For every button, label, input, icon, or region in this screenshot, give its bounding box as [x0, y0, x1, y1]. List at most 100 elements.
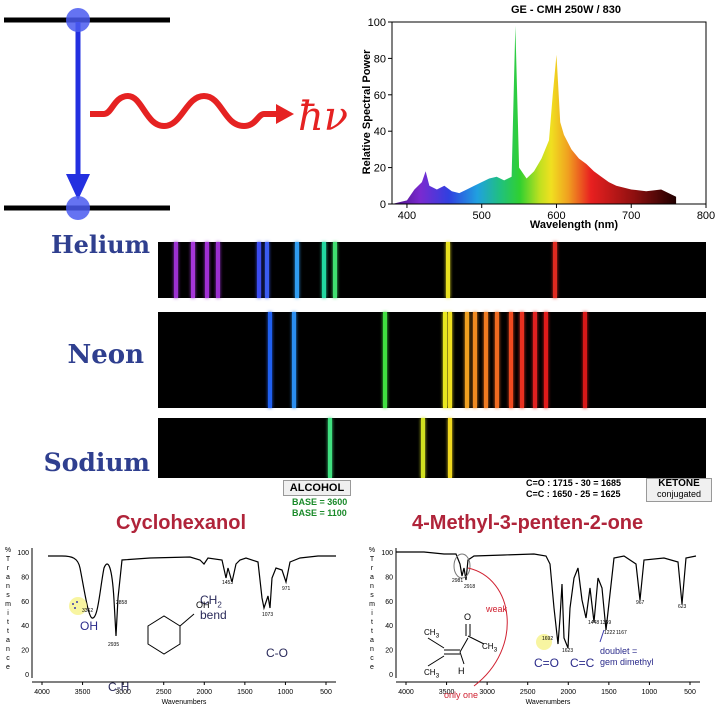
upper-electron: [66, 8, 90, 32]
ir-chart: 100 80 60 40 20 0 4000 3500 3000 2500 2000 1500 1000…: [5, 547, 336, 706]
plot-area: [392, 25, 677, 204]
mesityl-oxide-structure: [427, 624, 485, 667]
y-tick-label: 0: [380, 199, 386, 211]
ch-label: C-H: [108, 680, 130, 694]
y-axis-letter: m: [5, 601, 11, 608]
ir-panel-mesityl-oxide: C=O : 1715 - 30 = 1685 C=C : 1650 - 25 =…: [364, 478, 720, 720]
x-axis-label: Wavenumbers: [526, 699, 571, 706]
y-axis-letter: e: [370, 664, 374, 671]
oh-label: OH: [80, 619, 98, 633]
x-axis-label: Wavelength (nm): [530, 219, 619, 231]
y-axis-letter: r: [371, 565, 374, 572]
y-tick-label: 40: [21, 623, 29, 630]
molecule-ch3-a: CH3: [424, 628, 440, 640]
neon-emission-line: [533, 312, 538, 408]
calc-line-2: C=C : 1650 - 25 = 1625: [526, 489, 621, 499]
x-tick-label: 1000: [642, 689, 658, 696]
energy-level-diagram: ħν: [4, 8, 348, 220]
x-tick-label: 1500: [237, 689, 253, 696]
photon-energy-label: ħν: [298, 94, 348, 140]
only-one-label: only one: [444, 690, 479, 700]
x-tick-label: 600: [547, 210, 565, 222]
y-axis-letter: a: [6, 637, 10, 644]
helium-emission-line: [204, 242, 209, 298]
peak-label: 1448: [588, 620, 599, 626]
x-tick-label: 3000: [115, 689, 131, 696]
x-tick-label: 500: [473, 210, 491, 222]
neon-emission-line: [267, 312, 272, 408]
neon-emission-line: [464, 312, 469, 408]
helium-emission-line: [333, 242, 338, 298]
bend-label: bend: [200, 608, 227, 622]
ir-trace: [396, 551, 697, 649]
x-tick-label: 2500: [520, 689, 536, 696]
sodium-emission-line: [421, 418, 426, 478]
peak-label: 1453: [222, 580, 233, 586]
y-tick-label: 60: [21, 599, 29, 606]
co-bond-label: C=O: [534, 656, 560, 670]
molecule-oh-label: OH: [196, 600, 210, 610]
y-tick-label: 80: [21, 574, 29, 581]
x-tick-label: 3500: [75, 689, 91, 696]
y-tick-label: 60: [374, 90, 386, 102]
transition-arrowhead: [66, 174, 90, 200]
peak-label: 3362: [82, 608, 93, 614]
peak-label: 2981: [452, 578, 463, 584]
molecule-ch3-b: CH3: [424, 668, 440, 680]
neon-spectrum: [158, 312, 706, 408]
y-tick-label: 80: [374, 53, 386, 65]
y-tick-label: 40: [385, 623, 393, 630]
ir-panel-cyclohexanol: ALCOHOL BASE = 3600 BASE = 1100 Cyclohex…: [0, 478, 356, 720]
y-axis-letter: T: [6, 556, 11, 563]
helium-emission-line: [190, 242, 195, 298]
oh-highlight: [69, 597, 87, 615]
neon-emission-line: [448, 312, 453, 408]
lower-electron: [66, 196, 90, 220]
x-tick-label: 400: [398, 210, 416, 222]
x-tick-label: 2500: [156, 689, 172, 696]
x-tick-label: 1500: [601, 689, 617, 696]
y-tick-label: 40: [374, 126, 386, 138]
y-axis-letter: c: [370, 655, 374, 662]
sodium-emission-line: [448, 418, 453, 478]
helium-emission-line: [445, 242, 450, 298]
helium-emission-line: [264, 242, 269, 298]
y-tick-label: 20: [21, 648, 29, 655]
chart-title: GE - CMH 250W / 830: [511, 4, 621, 16]
peak-label: 623: [678, 604, 687, 610]
y-axis-letter: n: [370, 646, 374, 653]
weak-label: weak: [486, 604, 508, 614]
x-tick-label: 3000: [479, 689, 495, 696]
spectral-power-chart: GE - CMH 250W / 830 400 500 600 700 80002040…: [361, 4, 715, 231]
neon-emission-line: [473, 312, 478, 408]
y-axis-letter: n: [370, 583, 374, 590]
peak-label: 2858: [116, 600, 127, 606]
y-axis-letter: t: [7, 619, 9, 626]
peak-label: 967: [636, 600, 645, 606]
spectrum-title: 4-Methyl-3-penten-2-one: [412, 512, 644, 534]
peak-label: 1692: [542, 636, 553, 642]
x-tick-label: 500: [320, 689, 332, 696]
y-axis-letter: s: [6, 592, 10, 599]
y-axis-label: Relative Spectral Power: [361, 49, 373, 174]
x-tick-label: 4000: [34, 689, 50, 696]
molecule-ch3-c: CH3: [482, 642, 498, 654]
peak-label: 1623: [562, 648, 573, 654]
class-badge: KETONE conjugated: [646, 478, 712, 502]
co-highlight: [536, 634, 552, 650]
helium-label: Helium: [50, 230, 150, 259]
y-axis-letter: i: [371, 610, 373, 617]
molecule-h-label: H: [458, 666, 465, 676]
peak-label: 971: [282, 586, 291, 592]
y-axis-letter: c: [6, 655, 10, 662]
photon-arrowhead: [276, 104, 294, 124]
y-tick-label: 20: [385, 648, 393, 655]
y-axis-letter: T: [370, 556, 375, 563]
neon-emission-line: [292, 312, 297, 408]
ir-trace: [48, 555, 336, 637]
y-tick-label: 0: [25, 672, 29, 679]
y-axis-letter: e: [6, 664, 10, 671]
neon-emission-line: [382, 312, 387, 408]
calc-line-1: C=O : 1715 - 30 = 1685: [526, 478, 622, 488]
neon-emission-line: [582, 312, 587, 408]
